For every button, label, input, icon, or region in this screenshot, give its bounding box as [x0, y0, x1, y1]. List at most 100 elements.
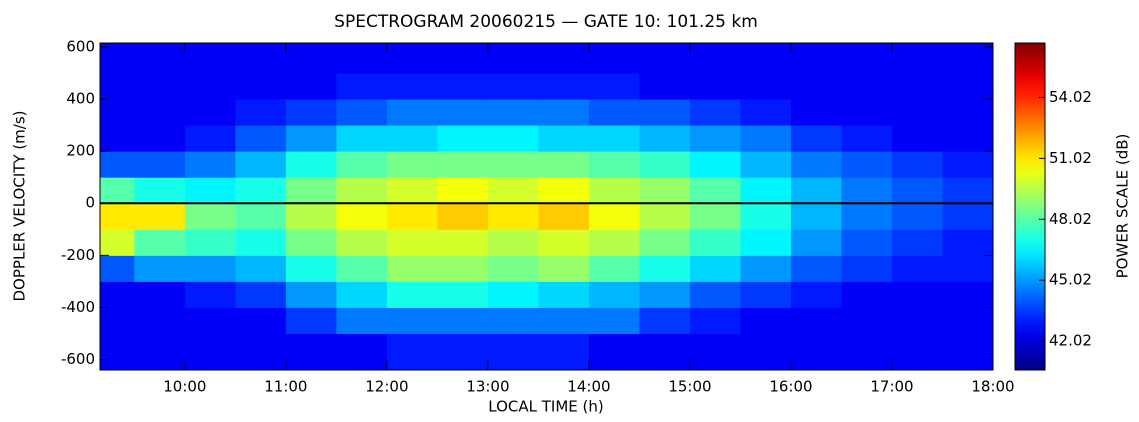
heatmap-cell: [841, 177, 893, 204]
heatmap-cell: [790, 333, 842, 371]
heatmap-cell: [639, 229, 691, 256]
heatmap-cell: [841, 255, 893, 282]
heatmap-cell: [588, 125, 640, 152]
heatmap-cell: [100, 125, 135, 152]
heatmap-cell: [100, 177, 135, 204]
x-tick-label: 14:00: [567, 378, 610, 396]
heatmap-cell: [790, 229, 842, 256]
heatmap-cell: [285, 229, 337, 256]
heatmap-cell: [386, 177, 438, 204]
heatmap-cell: [538, 99, 590, 126]
heatmap-cell: [336, 255, 388, 282]
heatmap-cell: [740, 43, 792, 74]
heatmap-cell: [942, 99, 994, 126]
heatmap-cell: [235, 72, 287, 100]
x-tick-label: 11:00: [264, 378, 307, 396]
x-tick-label: 16:00: [769, 378, 812, 396]
y-tick-label: -400: [61, 298, 95, 316]
heatmap-cell: [336, 72, 388, 100]
heatmap-cell: [235, 177, 287, 204]
heatmap-cell: [437, 203, 489, 230]
heatmap-cell: [100, 43, 135, 74]
heatmap-cell: [841, 229, 893, 256]
heatmap-cell: [134, 203, 186, 230]
heatmap-cell: [538, 307, 590, 335]
heatmap-cell: [740, 307, 792, 335]
colorbar-tick-label: 48.02: [1049, 210, 1092, 228]
heatmap-cell: [336, 125, 388, 152]
heatmap-cell: [437, 307, 489, 335]
heatmap-cell: [437, 125, 489, 152]
heatmap-cell: [134, 177, 186, 204]
heatmap-cell: [386, 151, 438, 178]
heatmap-cell: [184, 255, 236, 282]
heatmap-cell: [538, 255, 590, 282]
heatmap-cell: [134, 151, 186, 178]
x-tick-label: 15:00: [668, 378, 711, 396]
heatmap-cell: [942, 281, 994, 308]
heatmap-cell: [134, 72, 186, 100]
heatmap-cell: [386, 229, 438, 256]
heatmap-cell: [790, 255, 842, 282]
heatmap-cell: [538, 229, 590, 256]
heatmap-cell: [487, 229, 539, 256]
heatmap-cell: [437, 333, 489, 371]
heatmap-cell: [386, 125, 438, 152]
heatmap-cell: [100, 151, 135, 178]
heatmap-cell: [588, 99, 640, 126]
heatmap-cell: [437, 229, 489, 256]
heatmap-cell: [639, 99, 691, 126]
heatmap-cell: [740, 151, 792, 178]
y-axis-label: DOPPLER VELOCITY (m/s): [11, 110, 29, 301]
heatmap-cell: [538, 333, 590, 371]
heatmap-cell: [538, 72, 590, 100]
heatmap-cell: [841, 281, 893, 308]
heatmap-cell: [891, 99, 943, 126]
heatmap-cell: [235, 307, 287, 335]
heatmap-cell: [437, 281, 489, 308]
heatmap-cell: [841, 151, 893, 178]
heatmap-cell: [184, 281, 236, 308]
heatmap-cell: [285, 125, 337, 152]
x-tick-label: 12:00: [365, 378, 408, 396]
heatmap-cell: [285, 43, 337, 74]
heatmap-cell: [134, 255, 186, 282]
heatmap-cell: [437, 72, 489, 100]
heatmap-cell: [639, 151, 691, 178]
heatmap-cell: [437, 255, 489, 282]
heatmap-cell: [942, 229, 994, 256]
heatmap-cell: [689, 125, 741, 152]
heatmap-cell: [790, 151, 842, 178]
heatmap-cell: [588, 43, 640, 74]
heatmap-cell: [538, 125, 590, 152]
heatmap-cell: [740, 333, 792, 371]
heatmap-cell: [891, 281, 943, 308]
heatmap-cell: [134, 229, 186, 256]
heatmap-cell: [336, 151, 388, 178]
heatmap-cell: [336, 99, 388, 126]
heatmap-cell: [184, 43, 236, 74]
heatmap-cell: [285, 72, 337, 100]
heatmap-cell: [336, 203, 388, 230]
x-tick-label: 13:00: [466, 378, 509, 396]
heatmap-cell: [689, 43, 741, 74]
heatmap-cell: [134, 333, 186, 371]
heatmap-cell: [639, 72, 691, 100]
heatmap-cell: [689, 307, 741, 335]
heatmap-cell: [891, 307, 943, 335]
heatmap-cell: [184, 229, 236, 256]
heatmap-cell: [740, 203, 792, 230]
heatmap-cell: [336, 43, 388, 74]
heatmap-cell: [336, 177, 388, 204]
heatmap-cell: [790, 307, 842, 335]
heatmap-cell: [891, 125, 943, 152]
heatmap-cell: [740, 177, 792, 204]
heatmap-cell: [487, 255, 539, 282]
heatmap-cell: [588, 333, 640, 371]
heatmap-cell: [235, 99, 287, 126]
x-tick-label: 10:00: [163, 378, 206, 396]
heatmap-cell: [790, 281, 842, 308]
heatmap-cell: [487, 151, 539, 178]
heatmap-cell: [689, 281, 741, 308]
heatmap-cell: [184, 307, 236, 335]
